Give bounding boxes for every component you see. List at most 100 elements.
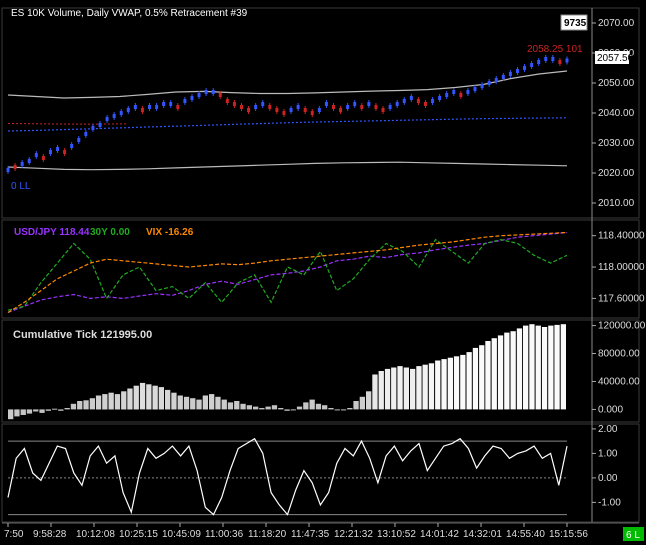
tick-bar <box>441 359 447 410</box>
tick-bar <box>209 394 215 410</box>
tick-bar <box>428 363 435 410</box>
candle-body <box>41 156 45 160</box>
candle-body <box>13 165 17 169</box>
candle-body <box>119 111 123 115</box>
high-marker-label: 2058.25 101 <box>527 44 583 55</box>
candle-body <box>473 87 477 91</box>
tick-bar <box>114 394 121 410</box>
tick-bar <box>391 367 397 410</box>
tick-bar <box>246 405 252 410</box>
candle-body <box>537 60 541 64</box>
chart-title: ES 10K Volume, Daily VWAP, 0.5% Retracem… <box>11 8 248 19</box>
tick-bar <box>127 388 133 410</box>
candle-body <box>247 108 251 112</box>
tick-bar <box>70 403 77 410</box>
candle-body <box>501 75 505 79</box>
tick-bar <box>52 408 58 410</box>
tick-bar <box>121 391 127 410</box>
tick-bar <box>20 409 26 415</box>
candle-body <box>487 81 491 85</box>
candle-body <box>190 96 194 100</box>
candle-body <box>140 108 144 112</box>
panel-frame <box>1 219 640 319</box>
candle-body <box>296 105 300 109</box>
legend-vix: VIX -16.26 <box>146 227 194 238</box>
tick-bar <box>315 403 322 410</box>
tick-bar <box>529 324 535 410</box>
candle-body <box>56 147 60 151</box>
vwap-upper-band <box>7 70 568 99</box>
y-tick-label: 2050.00 <box>598 78 635 89</box>
candle-body <box>282 111 286 115</box>
tick-bar <box>328 408 334 410</box>
price-panel <box>6 55 569 174</box>
y-tick-label: -1.00 <box>598 497 621 508</box>
panel-frame <box>1 7 640 219</box>
x-tick-label: 10:25:15 <box>119 529 158 540</box>
candle-body <box>452 90 456 94</box>
tick-bar <box>58 409 64 411</box>
candle-body <box>544 57 548 61</box>
tick-bar <box>510 331 516 410</box>
y-tick-label: 0.00 <box>598 473 618 484</box>
tick-bar <box>102 394 108 410</box>
candle-body <box>176 105 180 109</box>
y-tick-label: 0.000 <box>598 404 623 415</box>
tick-bar <box>139 382 146 410</box>
candle-body <box>331 105 335 109</box>
tick-bar <box>523 325 529 410</box>
candle-body <box>416 99 420 103</box>
x-tick-label: 14:55:40 <box>506 529 545 540</box>
candle-body <box>423 102 427 106</box>
candle-body <box>204 90 208 94</box>
tick-bar <box>548 325 554 410</box>
tick-bar <box>196 399 202 410</box>
last-price-badge: 2057.50 <box>597 53 634 64</box>
oscillator-line <box>7 437 568 516</box>
candle-body <box>232 102 236 106</box>
y-tick-label: 2020.00 <box>598 168 635 179</box>
tick-bar <box>265 406 271 410</box>
volume-badge-box <box>560 14 588 31</box>
bar-label-badge-box <box>623 527 644 541</box>
tick-bar <box>240 403 246 410</box>
x-tick-label: 10:12:08 <box>76 529 115 540</box>
candle-body <box>360 105 364 109</box>
tick-bar <box>416 366 422 410</box>
panel-frame <box>1 319 640 423</box>
candle-body <box>133 105 137 109</box>
candle-body <box>197 93 201 97</box>
candle-body <box>218 93 222 97</box>
tick-bar <box>453 356 460 410</box>
tick-bar <box>366 391 372 410</box>
tick-bar <box>253 406 259 410</box>
tick-bar <box>422 364 428 410</box>
x-tick-label: 11:18:20 <box>248 529 287 540</box>
bar-label-badge: 6 L <box>626 530 640 541</box>
candle-body <box>431 99 435 103</box>
tick-bar <box>190 398 196 410</box>
tick-bar <box>466 352 472 410</box>
tick-bar <box>334 409 340 411</box>
candle-body <box>126 108 130 112</box>
candle-body <box>558 60 562 64</box>
tick-bar <box>535 325 541 410</box>
candle-body <box>84 132 88 136</box>
tick-bar <box>497 335 504 410</box>
prior-session-line <box>7 123 129 125</box>
candle-body <box>339 108 343 112</box>
candle-body <box>91 126 95 130</box>
tick-bar <box>353 401 359 410</box>
tick-bar <box>133 385 139 410</box>
tick-bar <box>26 409 33 414</box>
candle-body <box>27 159 31 163</box>
candle-body <box>268 105 272 109</box>
tick-bar <box>504 332 510 410</box>
tick-bar <box>472 347 479 410</box>
candle-body <box>530 63 534 67</box>
candle-body <box>34 153 38 157</box>
candle-body <box>324 102 328 106</box>
y-tick-label: 117.60000 <box>598 293 645 304</box>
x-tick-label: 15:15:56 <box>549 529 588 540</box>
tick-bar <box>158 387 164 410</box>
